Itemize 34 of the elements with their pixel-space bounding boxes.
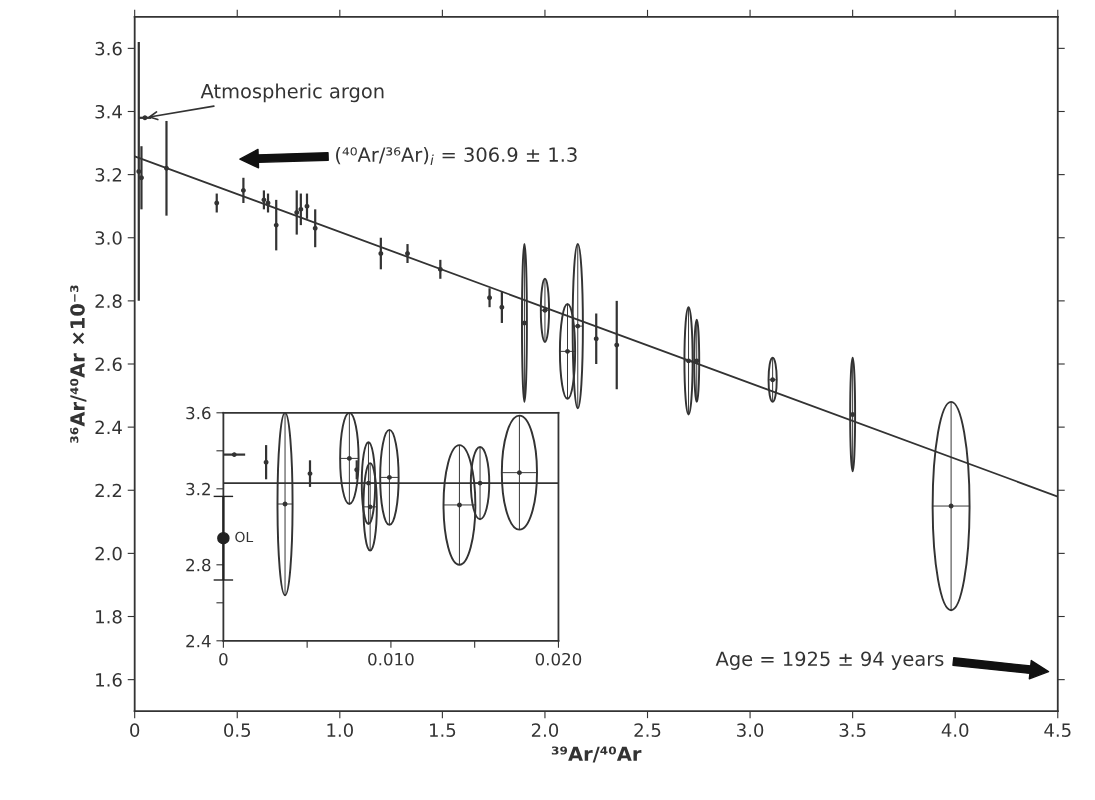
y-tick-label: 3.2: [186, 482, 210, 496]
y-tick-label: 2.8: [186, 558, 211, 572]
x-tick-label: 2.0: [531, 723, 559, 737]
annotation: Age = 1925 ± 94 years: [715, 651, 944, 670]
y-tick-label: 2.2: [95, 483, 122, 498]
x-tick-label: 0.010: [368, 652, 414, 666]
annotation: Atmospheric argon: [200, 83, 384, 103]
y-tick-label: 3.6: [186, 406, 211, 420]
y-tick-label: 2.8: [95, 294, 122, 308]
x-axis-title: ³⁹Ar/⁴⁰Ar: [551, 746, 642, 763]
x-tick-label: 0.020: [535, 652, 582, 666]
annotation: OL: [235, 531, 254, 543]
y-tick-label: 2.0: [95, 546, 122, 561]
x-tick-label: 4.0: [941, 723, 969, 737]
x-tick-label: 0.5: [224, 723, 251, 737]
y-tick-label: 2.6: [95, 357, 122, 372]
x-tick-label: 2.5: [634, 723, 661, 737]
y-tick-label: 3.4: [95, 104, 122, 119]
y-tick-label: 1.6: [96, 673, 122, 687]
y-tick-label: 3.2: [95, 168, 122, 182]
y-tick-label: 3.6: [95, 41, 122, 56]
x-tick-label: 3.0: [737, 723, 764, 737]
y-tick-label: 2.4: [186, 634, 211, 648]
y-tick-label: 2.4: [95, 420, 122, 434]
x-tick-label: 4.5: [1044, 723, 1071, 737]
x-tick-label: 1.0: [327, 723, 353, 737]
x-tick-label: 0: [219, 652, 228, 666]
y-tick-label: 1.8: [96, 609, 122, 624]
x-tick-label: 0: [130, 723, 140, 737]
x-tick-label: 1.5: [430, 723, 456, 737]
y-axis-title: ³⁶Ar/⁴⁰Ar ×10⁻³: [70, 285, 87, 443]
x-tick-label: 3.5: [839, 723, 866, 737]
annotation: (⁴⁰Ar/³⁶Ar)$_{i}$ = 306.9 ± 1.3: [336, 146, 577, 165]
y-tick-label: 3.0: [95, 231, 122, 245]
